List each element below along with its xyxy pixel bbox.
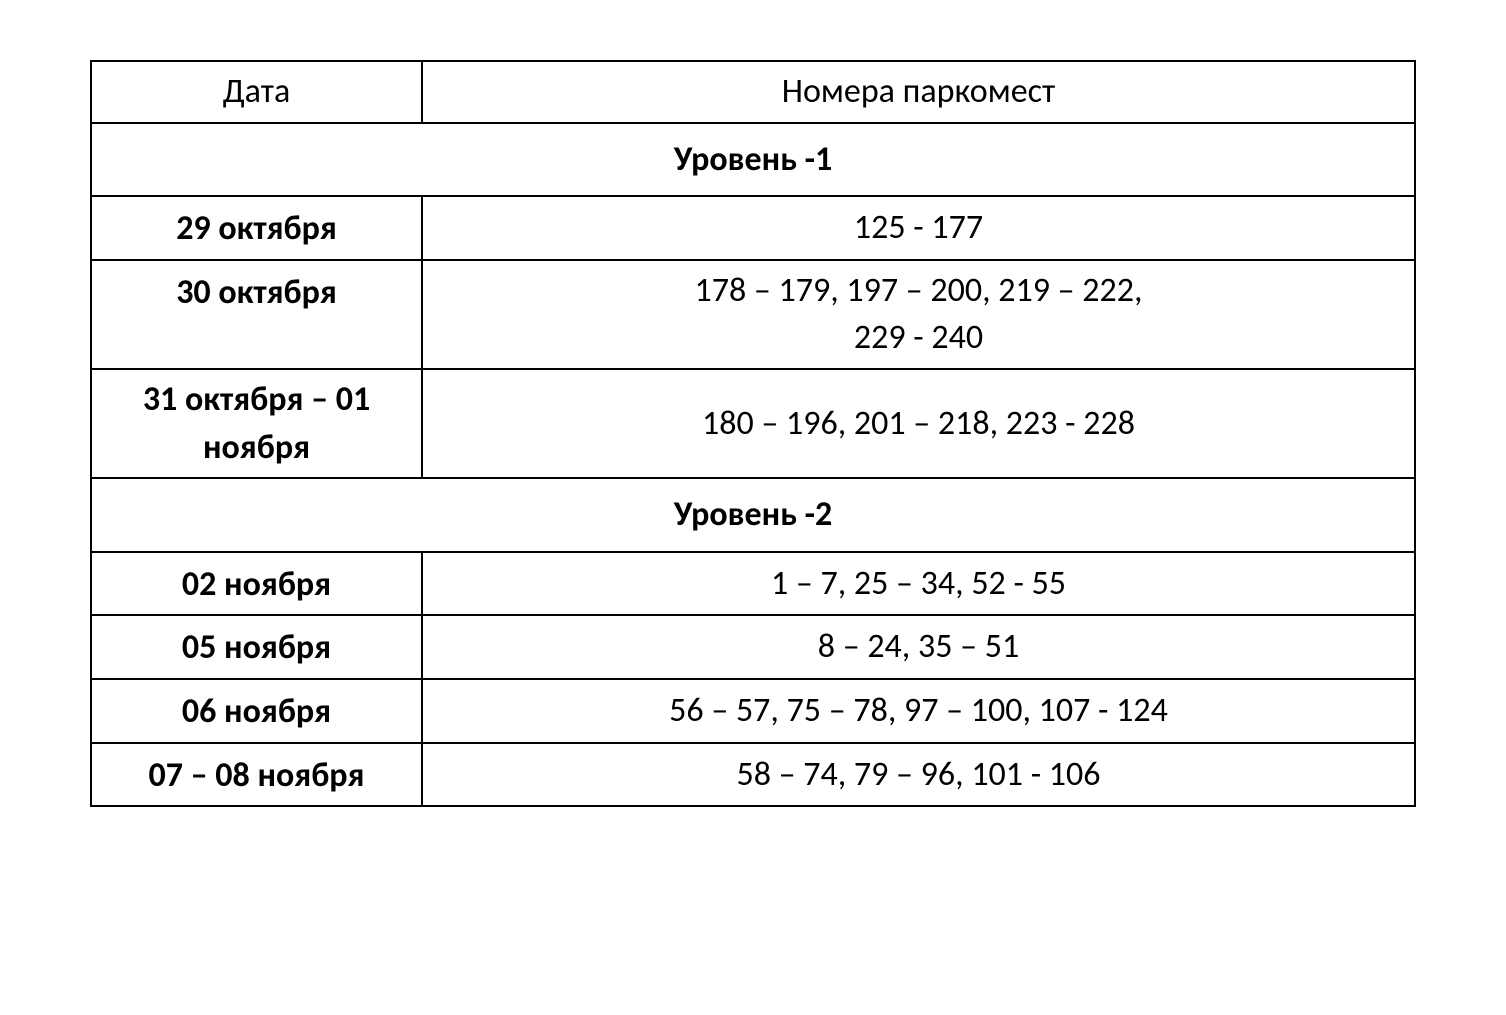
- header-numbers: Номера паркомест: [422, 61, 1415, 123]
- table-header-row: Дата Номера паркомест: [91, 61, 1415, 123]
- table-row: 30 октября 178 – 179, 197 – 200, 219 – 2…: [91, 260, 1415, 369]
- table-row: 07 – 08 ноября 58 – 74, 79 – 96, 101 - 1…: [91, 743, 1415, 807]
- numbers-cell: 56 – 57, 75 – 78, 97 – 100, 107 - 124: [422, 679, 1415, 743]
- level-2-header-row: Уровень -2: [91, 478, 1415, 552]
- table-row: 05 ноября 8 – 24, 35 – 51: [91, 615, 1415, 679]
- level-2-title: Уровень -2: [91, 478, 1415, 552]
- numbers-cell: 58 – 74, 79 – 96, 101 - 106: [422, 743, 1415, 807]
- numbers-cell: 8 – 24, 35 – 51: [422, 615, 1415, 679]
- date-cell: 05 ноября: [91, 615, 422, 679]
- date-cell: 07 – 08 ноября: [91, 743, 422, 807]
- numbers-cell: 178 – 179, 197 – 200, 219 – 222, 229 - 2…: [422, 260, 1415, 369]
- date-cell: 31 октября – 01 ноября: [91, 369, 422, 478]
- parking-schedule-table: Дата Номера паркомест Уровень -1 29 октя…: [90, 60, 1416, 807]
- date-cell: 06 ноября: [91, 679, 422, 743]
- date-cell: 30 октября: [91, 260, 422, 369]
- table-row: 29 октября 125 - 177: [91, 196, 1415, 260]
- date-cell: 29 октября: [91, 196, 422, 260]
- numbers-cell: 180 – 196, 201 – 218, 223 - 228: [422, 369, 1415, 478]
- header-date: Дата: [91, 61, 422, 123]
- level-1-title: Уровень -1: [91, 123, 1415, 197]
- numbers-cell: 1 – 7, 25 – 34, 52 - 55: [422, 552, 1415, 616]
- table-row: 06 ноября 56 – 57, 75 – 78, 97 – 100, 10…: [91, 679, 1415, 743]
- level-1-header-row: Уровень -1: [91, 123, 1415, 197]
- numbers-cell: 125 - 177: [422, 196, 1415, 260]
- table-row: 31 октября – 01 ноября 180 – 196, 201 – …: [91, 369, 1415, 478]
- table-row: 02 ноября 1 – 7, 25 – 34, 52 - 55: [91, 552, 1415, 616]
- date-cell: 02 ноября: [91, 552, 422, 616]
